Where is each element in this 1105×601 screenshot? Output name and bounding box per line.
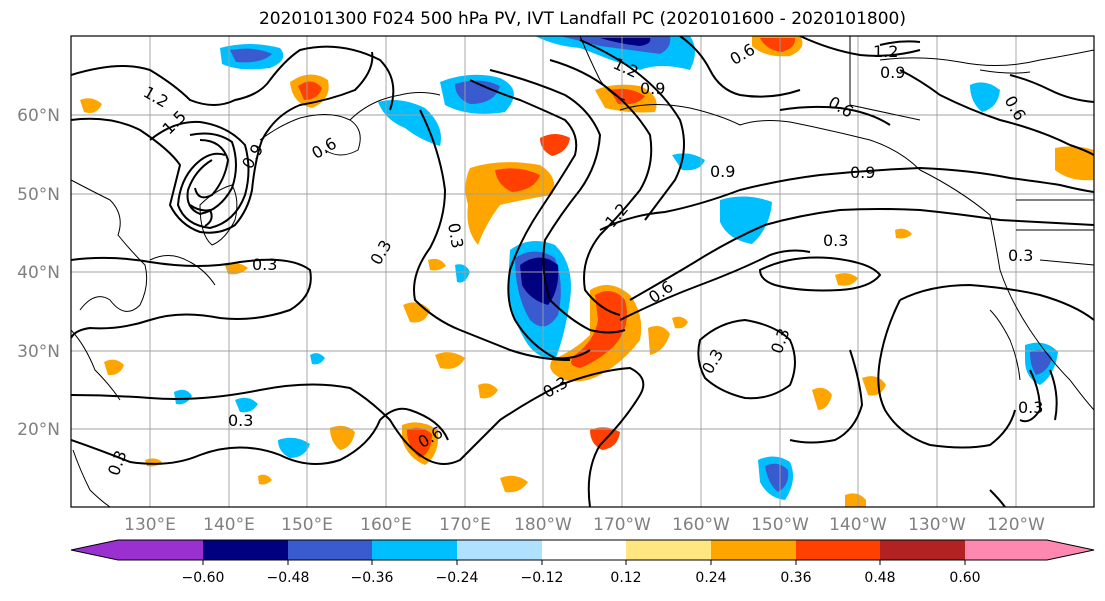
colorbar-segment [965,540,1047,560]
lat-tick-label: 20°N [17,420,60,440]
colorbar-tick-label: 0.12 [610,570,641,586]
lon-tick-label: 160°E [360,515,412,535]
lon-tick-label: 140°W [829,515,887,535]
contour-label: 1.2 [873,42,898,61]
lon-tick-label: 150°W [751,515,809,535]
lon-axis: 130°E 140°E 150°E 160°E 170°E 180°W 170°… [124,515,1045,535]
chart-title: 2020101300 F024 500 hPa PV, IVT Landfall… [258,9,906,29]
contour-label: 0.3 [1018,398,1043,417]
lon-tick-label: 150°E [281,515,333,535]
contour-label: 0.9 [850,163,875,182]
colorbar-extend-high [1047,540,1094,560]
coastlines [71,36,1094,507]
colorbar-tick-label: 0.24 [695,570,726,586]
contour-label: 0.9 [880,63,905,82]
lat-tick-label: 40°N [17,263,60,283]
lat-tick-label: 50°N [17,185,60,205]
colorbar-tick-label: −0.12 [521,570,564,586]
lat-axis: 60°N 50°N 40°N 30°N 20°N [17,106,60,440]
colorbar-segment [542,540,626,560]
colorbar-tick-label: −0.36 [351,570,394,586]
colorbar-segment [457,540,542,560]
lon-tick-label: 160°W [672,515,730,535]
pv-contours [71,36,1094,507]
map-frame [70,35,1095,508]
colorbar-segment [880,540,965,560]
colorbar-tick-label: −0.24 [436,570,479,586]
colorbar-tick-label: −0.60 [182,570,225,586]
lon-tick-label: 140°E [203,515,255,535]
colorbar-extend-low [71,540,118,560]
lon-tick-label: 130°W [908,515,966,535]
contour-label: 0.3 [228,411,253,430]
colorbar-tick-label: 0.36 [780,570,811,586]
lon-tick-label: 120°W [987,515,1045,535]
colorbar: −0.60 −0.48 −0.36 −0.24 −0.12 0.12 0.24 … [70,539,1095,586]
contour-label: 0.3 [1008,246,1033,265]
colorbar-segment [796,540,880,560]
colorbar-tick-label: 0.60 [949,570,980,586]
contour-label: 0.3 [252,255,277,274]
colorbar-segment [203,540,288,560]
map-background [71,36,1094,507]
pv-shading [80,36,1094,507]
lat-tick-label: 30°N [17,342,60,362]
lon-tick-label: 170°W [593,515,651,535]
lat-tick-label: 60°N [17,106,60,126]
contour-label: 0.3 [444,221,467,249]
colorbar-segment [372,540,457,560]
colorbar-segment [711,540,796,560]
contour-label: 0.9 [710,162,735,181]
colorbar-tick-label: 0.48 [864,570,895,586]
gridlines [71,36,1094,507]
lon-tick-label: 180°W [514,515,572,535]
colorbar-tick-label: −0.48 [267,570,310,586]
colorbar-segment [118,540,203,560]
contour-label: 0.3 [823,231,848,250]
lon-tick-label: 130°E [124,515,176,535]
colorbar-segment [288,540,372,560]
colorbar-segment [626,540,711,560]
lon-tick-label: 170°E [439,515,491,535]
contour-label: 0.9 [640,79,665,98]
